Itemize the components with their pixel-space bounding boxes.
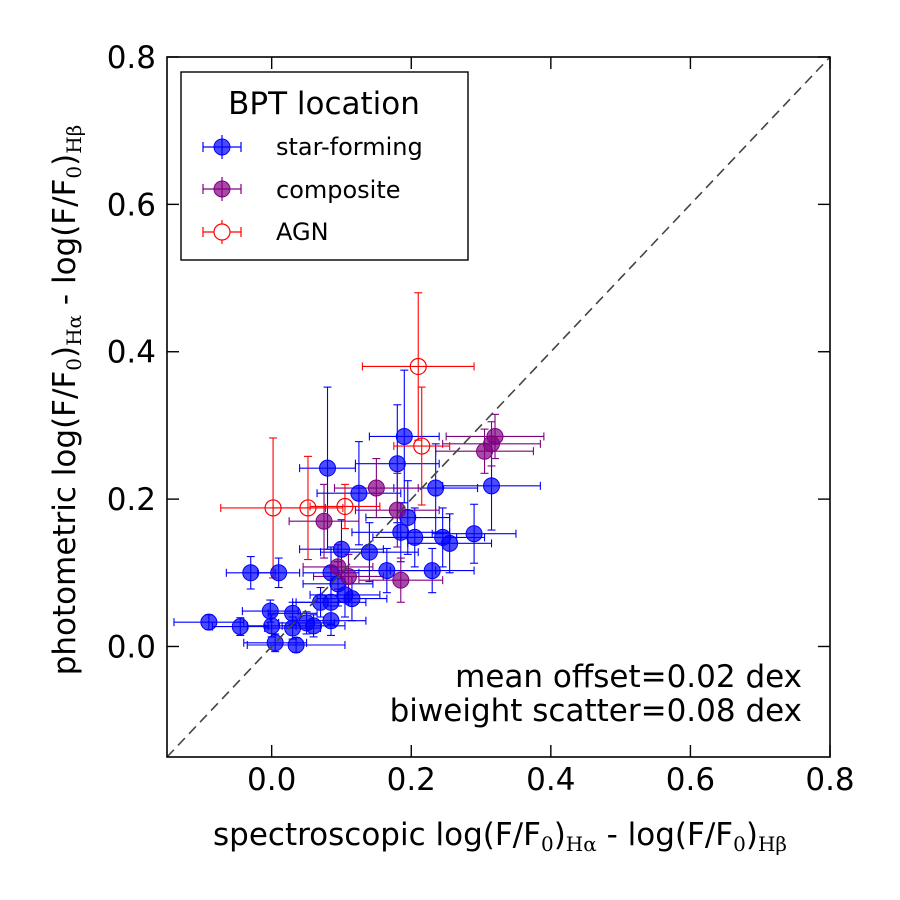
errorbar-agn [361,292,475,441]
one-to-one-line [166,56,831,758]
point-composite [315,512,333,530]
point-star-forming [395,427,413,445]
point-agn [299,499,317,517]
point-star-forming [270,564,288,582]
point-star-forming [284,604,302,622]
point-composite [367,479,385,497]
y-tick-label: 0.6 [107,187,156,223]
point-star-forming [263,617,281,635]
legend-marker-agn [202,220,242,244]
point-composite [339,567,357,585]
point-agn [264,499,282,517]
errorbar-agn [393,386,451,506]
point-star-forming [332,540,350,558]
point-star-forming [305,617,323,635]
point-agn [336,497,354,516]
point-star-forming [231,618,249,636]
annotation-biweight-scatter: biweight scatter=0.08 dex [390,693,802,729]
point-star-forming [350,484,368,502]
y-tick-label: 0.8 [107,40,156,76]
x-tick-label: 0.4 [526,762,575,798]
y-axis-label: photometric log(F/F0)Hα - log(F/F0)Hβ [47,125,86,676]
point-star-forming [441,534,459,552]
x-tick-label: 0.0 [247,762,296,798]
point-agn [413,437,431,455]
point-star-forming [319,459,337,477]
point-star-forming [427,479,445,497]
point-star-forming [200,613,218,631]
legend-marker-star-forming [202,135,242,159]
point-star-forming [287,636,305,654]
x-tick-label: 0.8 [805,762,854,798]
plot-frame [166,56,831,758]
point-layer [200,357,504,654]
y-tick-label: 0.2 [107,482,156,518]
errorbar-agn [309,483,381,530]
legend: BPT location star-forming composite AGN [180,71,469,261]
y-tick-label: 0.0 [107,629,156,665]
point-star-forming [242,564,260,582]
point-agn [409,357,427,376]
errorbar-agn [272,455,344,561]
point-composite [486,427,504,445]
legend-marker-composite [202,177,242,201]
point-composite [388,501,406,519]
point-star-forming [261,602,279,620]
legend-title: BPT location [228,86,420,122]
legend-label-agn: AGN [276,218,329,246]
errorbar-composite [288,483,360,559]
point-star-forming [388,455,406,473]
x-tick-label: 0.2 [387,762,436,798]
point-star-forming [465,525,483,543]
point-star-forming [343,590,361,608]
point-star-forming [483,477,501,495]
annotation-mean-offset: mean offset=0.02 dex [455,659,802,695]
point-star-forming [378,562,396,580]
point-composite [392,571,410,589]
x-tick-label: 0.6 [666,762,715,798]
point-star-forming [322,593,340,611]
point-star-forming [406,528,424,546]
x-axis-label: spectroscopic log(F/F0)Hα - log(F/F0)Hβ [213,817,787,856]
point-star-forming [360,543,378,561]
point-star-forming [322,612,340,630]
tick-layer: 0.0 0.2 0.4 0.6 0.8 0.0 0.2 0.4 0.6 0.8 [107,40,855,798]
point-star-forming [423,562,441,580]
legend-label-composite: composite [276,176,401,204]
legend-label-star-forming: star-forming [276,133,423,161]
y-tick-label: 0.4 [107,335,156,371]
